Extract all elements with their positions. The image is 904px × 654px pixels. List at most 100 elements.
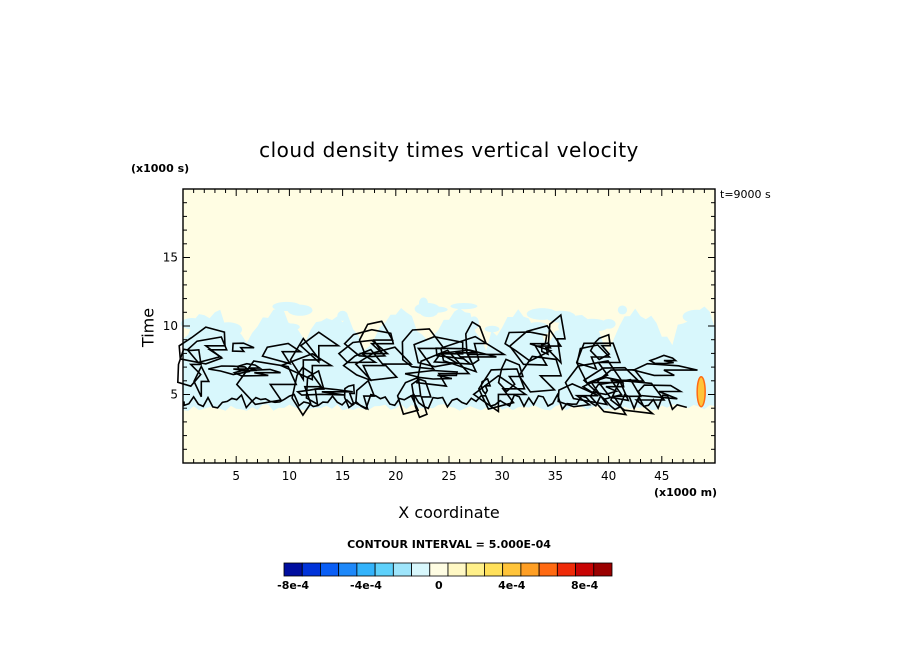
colorbar-swatch [338,562,358,577]
x-unit-label: (x1000 m) [654,486,718,499]
cloud-blob [214,322,243,337]
contour-line [176,348,202,388]
contour-line [589,333,612,361]
positive-patch-shape [696,376,706,408]
x-tick-label: 5 [232,469,240,483]
colorbar-swatch [502,562,522,577]
contour-line [208,365,251,376]
contour-line [557,383,599,408]
contour-line [518,355,563,393]
cloud-blob [526,308,558,320]
x-axis-ticks [193,189,705,463]
contour-line [648,354,678,365]
chart-title: cloud density times vertical velocity [259,138,639,162]
x-tick-label: 40 [601,469,616,483]
contour-line [279,352,334,381]
colorbar-swatch [374,562,394,577]
contour-line [193,364,211,398]
contour-line [178,326,226,365]
colorbar-swatch [392,562,412,577]
colorbar-swatch [556,562,576,577]
contour-interval-label: CONTOUR INTERVAL = 5.000E-04 [347,538,551,551]
cloud-blob [424,306,448,313]
contour-line [464,320,488,366]
contour-line [410,378,432,419]
cloud-blob [287,304,313,316]
contour-line [261,342,304,366]
contour-line [291,366,323,417]
contour-line [396,376,422,416]
contour-line [401,328,446,370]
y-tick-labels: 5 10 15 [163,251,178,402]
colorbar-swatch [575,562,595,577]
cloud-blob [321,325,347,340]
cloud-blob [682,309,712,324]
contour-line [508,324,563,366]
colorbar-swatch [538,562,558,577]
contour-line [582,366,640,401]
cloud-blob [450,303,478,310]
y-unit-label: (x1000 s) [131,162,190,175]
contour-line [435,347,477,360]
y-axis-label: Time [138,307,158,348]
contour-line [295,387,353,396]
contour-line [342,348,386,382]
contour-line [354,379,376,411]
contour-line [631,362,698,377]
contour-line [343,384,356,409]
colorbar-swatch [356,562,376,577]
colorbar-labels: -8e-4 -4e-4 0 4e-4 8e-4 [277,579,599,592]
y-tick-label: 10 [163,319,178,333]
contour-line [415,349,471,388]
colorbar-swatch [320,562,340,577]
contour-line [547,313,566,366]
colorbar-swatch [520,562,540,577]
colorbar-tick-label: 0 [435,579,443,592]
contour-lines [176,313,698,419]
cloud-blob [584,322,608,332]
x-tick-label: 10 [282,469,297,483]
colorbar-tick-label: 8e-4 [571,579,599,592]
colorbar-swatch [465,562,485,577]
x-tick-label: 45 [654,469,669,483]
cloud-blob [180,318,204,330]
x-tick-label: 15 [335,469,350,483]
y-tick-label: 5 [170,388,178,402]
colorbar-tick-label: -4e-4 [350,579,382,592]
y-axis-ticks [183,202,715,450]
colorbar-tick-label: 4e-4 [498,579,526,592]
contour-line [186,336,228,364]
contour-line [540,341,552,356]
contour-line [564,360,625,406]
y-tick-label: 15 [163,251,178,265]
cloud-blob [558,320,571,333]
contour-line [576,344,612,371]
cloud-blob [387,325,406,332]
x-tick-label: 20 [388,469,403,483]
colorbar-swatch [283,562,303,577]
colorbar-swatch [301,562,321,577]
contour-line [637,384,684,400]
positive-patch [696,376,706,408]
x-tick-label: 30 [495,469,510,483]
cloud-blob [269,316,278,326]
colorbar-swatch [447,562,467,577]
x-tick-labels: 5 10 15 20 25 30 35 40 45 [232,469,669,483]
cloud-blob [484,325,500,333]
contour-line [354,346,413,382]
contour-line [232,368,281,377]
colorbar-tick-label: -8e-4 [277,579,309,592]
x-axis-label: X coordinate [398,503,500,522]
colorbar-swatch [429,562,449,577]
time-stamp: t=9000 s [720,188,771,201]
contour-line [343,328,395,358]
contour-line [477,368,526,410]
colorbar [283,562,613,577]
x-tick-label: 25 [441,469,456,483]
contour-line [231,342,255,353]
colorbar-swatch [484,562,504,577]
cloud-blob [337,310,348,321]
contour-line [413,335,464,368]
contour-line [337,339,390,364]
